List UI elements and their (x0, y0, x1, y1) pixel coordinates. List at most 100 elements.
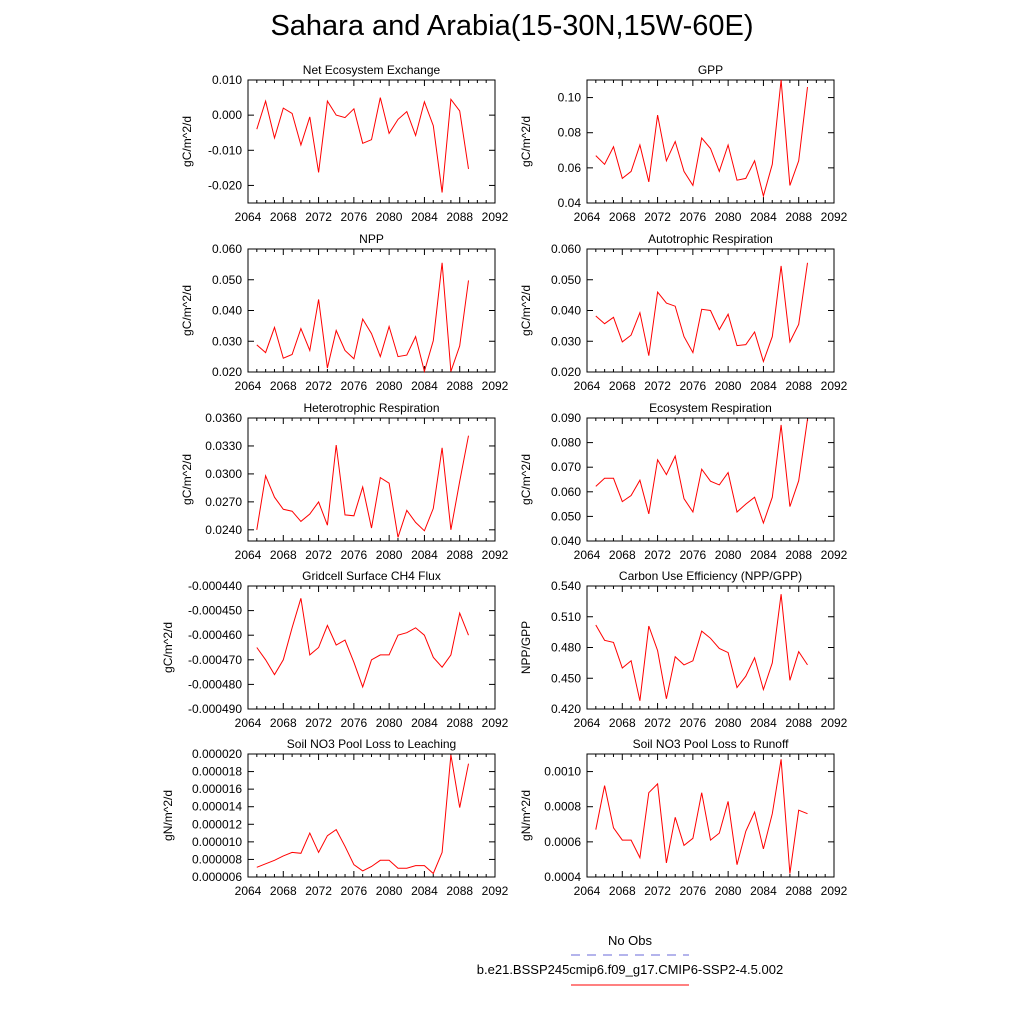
x-tick-label: 2088 (785, 379, 812, 393)
x-tick-label: 2088 (446, 548, 473, 562)
y-tick-label: 0.0270 (205, 495, 242, 509)
y-tick-label: -0.000440 (188, 579, 242, 593)
y-axis-label: gC/m^2/d (180, 454, 194, 505)
x-tick-label: 2068 (609, 548, 636, 562)
x-tick-label: 2076 (341, 716, 368, 730)
y-tick-label: 0.06 (558, 161, 582, 175)
series-line (256, 435, 469, 538)
x-tick-label: 2076 (341, 379, 368, 393)
y-axis-label: gC/m^2/d (180, 285, 194, 336)
y-tick-label: 0.0360 (205, 411, 242, 425)
y-tick-label: -0.020 (208, 178, 242, 192)
x-tick-label: 2088 (446, 716, 473, 730)
panel-7: Gridcell Surface CH4 Flux gC/m^2/d 2064 206… (161, 569, 509, 730)
x-tick-label: 2084 (750, 716, 777, 730)
series-line (595, 759, 808, 874)
x-tick-label: 2080 (715, 884, 742, 898)
y-tick-label: 0.000014 (192, 800, 242, 814)
y-tick-label: 0.04 (558, 196, 582, 210)
x-tick-label: 2084 (750, 884, 777, 898)
x-tick-label: 2076 (341, 210, 368, 224)
y-tick-label: 0.020 (551, 365, 581, 379)
y-tick-label: 0.000 (212, 108, 242, 122)
panel-3: NPP gC/m^2/d 2064 2068 2072 2076 2080 2084 2088 2… (180, 232, 509, 393)
x-tick-label: 2068 (609, 379, 636, 393)
y-tick-label: -0.000470 (188, 653, 242, 667)
x-tick-label: 2092 (482, 716, 509, 730)
x-tick-label: 2084 (411, 716, 438, 730)
x-tick-label: 2084 (750, 210, 777, 224)
model-legend-label: b.e21.BSSP245cmip6.f09_g17.CMIP6-SSP2-4.… (476, 962, 784, 977)
x-tick-label: 2080 (376, 884, 403, 898)
x-tick-label: 2076 (680, 210, 707, 224)
panel-1: Net Ecosystem Exchange gC/m^2/d 2064 2068 20… (180, 63, 509, 224)
y-tick-label: 0.040 (551, 304, 581, 318)
panel-title: Gridcell Surface CH4 Flux (302, 569, 441, 583)
y-tick-label: 0.000008 (192, 852, 242, 866)
panel-8: Carbon Use Efficiency (NPP/GPP) NPP/GPP 20… (519, 569, 848, 730)
panel-5: Heterotrophic Respiration gC/m^2/d 2064 206… (180, 401, 509, 562)
x-tick-label: 2064 (574, 548, 601, 562)
x-tick-label: 2088 (446, 379, 473, 393)
y-tick-label: -0.000460 (188, 628, 242, 642)
x-tick-label: 2064 (574, 716, 601, 730)
x-tick-label: 2064 (574, 379, 601, 393)
y-tick-label: 0.000010 (192, 835, 242, 849)
x-tick-label: 2080 (376, 548, 403, 562)
x-tick-label: 2084 (750, 379, 777, 393)
y-tick-label: 0.0300 (205, 467, 242, 481)
x-tick-label: 2092 (482, 210, 509, 224)
y-tick-label: 0.010 (212, 73, 242, 87)
y-tick-label: 0.050 (212, 273, 242, 287)
y-tick-label: 0.090 (551, 411, 581, 425)
y-tick-label: 0.480 (551, 641, 581, 655)
x-tick-label: 2092 (482, 379, 509, 393)
x-tick-label: 2068 (270, 716, 297, 730)
y-tick-label: 0.0008 (544, 800, 581, 814)
x-tick-label: 2088 (785, 548, 812, 562)
plot-frame (247, 417, 496, 542)
x-tick-label: 2084 (411, 210, 438, 224)
plot-frame (247, 753, 496, 878)
y-tick-label: 0.040 (551, 534, 581, 548)
x-tick-label: 2072 (305, 884, 332, 898)
x-tick-label: 2068 (609, 884, 636, 898)
x-tick-label: 2068 (270, 379, 297, 393)
y-tick-label: 0.540 (551, 579, 581, 593)
x-tick-label: 2080 (376, 210, 403, 224)
panel-title: Soil NO3 Pool Loss to Leaching (287, 737, 456, 751)
y-axis-label: NPP/GPP (519, 621, 533, 674)
x-tick-label: 2072 (644, 884, 671, 898)
x-tick-label: 2072 (305, 716, 332, 730)
y-axis-label: gN/m^2/d (161, 790, 175, 841)
y-tick-label: 0.060 (212, 242, 242, 256)
series-line (595, 594, 808, 701)
x-tick-label: 2068 (270, 884, 297, 898)
plot-frame (247, 79, 496, 204)
y-tick-label: 0.000006 (192, 870, 242, 884)
x-tick-label: 2076 (341, 884, 368, 898)
plot-frame (586, 753, 835, 878)
series-line (256, 97, 469, 193)
x-tick-label: 2076 (680, 716, 707, 730)
y-axis-label: gC/m^2/d (161, 622, 175, 673)
y-tick-label: 0.050 (551, 509, 581, 523)
y-tick-label: 0.0004 (544, 870, 581, 884)
y-tick-label: 0.030 (212, 334, 242, 348)
panel-title: Soil NO3 Pool Loss to Runoff (633, 737, 790, 751)
panel-title: Net Ecosystem Exchange (303, 63, 441, 77)
y-tick-label: -0.010 (208, 143, 242, 157)
series-line (595, 419, 808, 525)
x-tick-label: 2080 (376, 379, 403, 393)
y-tick-label: 0.000018 (192, 765, 242, 779)
y-tick-label: 0.510 (551, 610, 581, 624)
y-tick-label: 0.070 (551, 460, 581, 474)
x-tick-label: 2080 (715, 210, 742, 224)
series-line (256, 754, 469, 875)
y-axis-label: gC/m^2/d (519, 285, 533, 336)
y-tick-label: -0.000450 (188, 604, 242, 618)
y-tick-label: 0.060 (551, 242, 581, 256)
y-tick-label: 0.0010 (544, 765, 581, 779)
x-tick-label: 2080 (715, 716, 742, 730)
